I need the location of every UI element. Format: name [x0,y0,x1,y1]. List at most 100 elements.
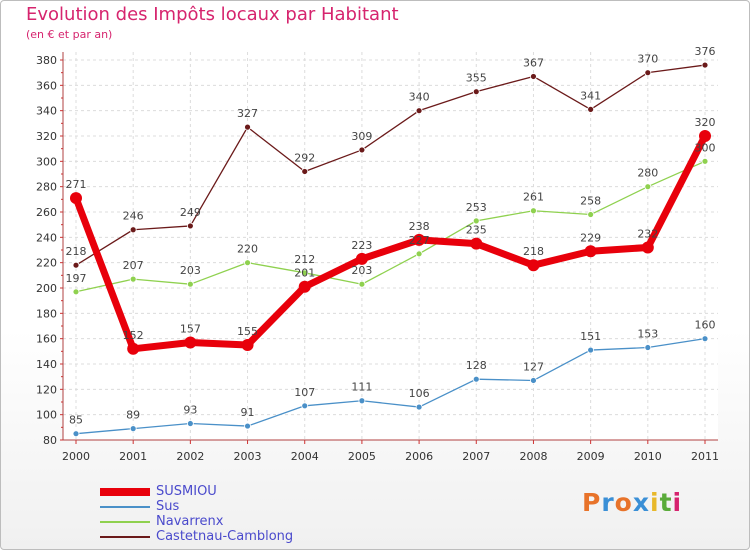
point-susmiou-2000 [70,192,82,205]
data-label-castetnau-camblong-2004: 292 [294,151,315,164]
point-sus-2001 [129,425,137,433]
data-label-sus-2004: 107 [294,386,315,399]
x-tick-label-2000: 2000 [62,450,90,463]
point-navarrenx-2007 [472,217,480,225]
data-label-susmiou-2003: 155 [237,325,258,338]
data-label-susmiou-2001: 152 [123,329,144,342]
series-line-sus [75,338,706,435]
point-susmiou-2001 [127,342,140,355]
chart-subtitle: (en € et par an) [26,28,113,41]
point-susmiou-2008 [527,259,540,272]
data-label-navarrenx-2005: 203 [351,264,372,277]
y-tick-label-80: 80 [43,434,57,447]
y-tick-label-340: 340 [36,105,57,118]
point-susmiou-2006 [413,233,426,246]
data-label-navarrenx-2007: 253 [466,201,487,214]
x-tick-label-2011: 2011 [691,450,719,463]
point-castetnau-camblong-2005 [358,146,366,154]
y-tick-label-180: 180 [36,307,57,320]
data-label-susmiou-2005: 223 [351,239,372,252]
point-sus-2011 [701,335,709,343]
legend: SUSMIOU Sus Navarrenx Castetnau-Camblong [100,484,293,544]
data-label-susmiou-2011: 320 [695,116,716,129]
data-label-navarrenx-2008: 261 [523,191,544,204]
point-navarrenx-2003 [244,259,251,267]
x-tick-label-2007: 2007 [462,450,490,463]
data-label-sus-2007: 128 [466,359,487,372]
legend-item-navarrenx: Navarrenx [100,514,293,529]
legend-label-navarrenx: Navarrenx [156,514,224,529]
data-label-castetnau-camblong-2009: 341 [580,89,601,102]
y-tick-label-300: 300 [36,155,57,168]
point-susmiou-2002 [184,336,197,349]
legend-swatch-susmiou [100,487,150,496]
data-label-castetnau-camblong-2001: 246 [123,210,144,223]
point-susmiou-2005 [355,252,368,265]
data-label-navarrenx-2004: 212 [294,253,315,266]
proxiti-logo: Proxiti [582,488,683,517]
data-label-castetnau-camblong-2007: 355 [466,72,487,85]
legend-item-castetnau-camblong: Castetnau-Camblong [100,529,293,544]
point-navarrenx-2002 [186,280,194,288]
y-tick-label-380: 380 [36,54,57,67]
data-label-navarrenx-2011: 300 [695,141,716,154]
y-tick-label-220: 220 [36,257,57,270]
data-label-susmiou-2006: 238 [409,220,430,233]
data-label-sus-2011: 160 [695,319,716,332]
data-label-castetnau-camblong-2008: 367 [523,56,544,69]
y-tick-label-100: 100 [36,409,57,422]
x-tick-label-2001: 2001 [119,450,147,463]
series-line-castetnau-camblong [75,64,706,266]
x-tick-label-2002: 2002 [176,450,204,463]
point-susmiou-2007 [470,237,483,250]
data-label-susmiou-2000: 271 [66,178,87,191]
point-castetnau-camblong-2002 [186,222,194,230]
point-sus-2010 [644,344,652,351]
point-susmiou-2004 [298,280,311,293]
point-susmiou-2009 [584,245,597,258]
point-navarrenx-2006 [415,250,423,258]
data-label-susmiou-2008: 218 [523,245,544,258]
point-navarrenx-2005 [358,280,366,288]
point-sus-2009 [587,346,595,354]
data-label-sus-2002: 93 [183,404,197,417]
legend-label-sus: Sus [156,499,180,514]
y-tick-label-280: 280 [36,181,57,194]
point-castetnau-camblong-2000 [72,261,80,269]
y-tick-label-360: 360 [36,79,57,92]
point-sus-2004 [301,402,309,410]
y-tick-label-240: 240 [36,231,57,244]
data-label-castetnau-camblong-2005: 309 [351,130,372,143]
x-tick-label-2003: 2003 [234,450,262,463]
data-label-sus-2001: 89 [126,409,140,422]
point-sus-2006 [415,403,423,411]
point-sus-2008 [530,377,537,384]
data-label-navarrenx-2003: 220 [237,243,258,256]
data-label-sus-2005: 111 [351,381,372,394]
data-label-navarrenx-2002: 203 [180,264,201,277]
point-navarrenx-2011 [701,157,709,165]
point-sus-2005 [358,397,366,405]
point-sus-2002 [186,420,194,427]
series-line-navarrenx [75,160,706,293]
y-tick-label-160: 160 [36,333,57,346]
point-sus-2007 [472,375,480,383]
y-tick-label-140: 140 [36,358,57,371]
data-label-sus-2010: 153 [637,328,658,341]
point-castetnau-camblong-2011 [701,61,709,69]
data-label-navarrenx-2006: 227 [409,234,430,247]
legend-item-susmiou: SUSMIOU [100,484,293,499]
data-label-navarrenx-2009: 258 [580,195,601,208]
point-navarrenx-2004 [301,269,309,277]
data-label-susmiou-2010: 232 [637,227,658,240]
series-line-susmiou [72,132,709,353]
point-castetnau-camblong-2004 [301,168,309,175]
y-tick-label-260: 260 [36,206,57,219]
point-navarrenx-2000 [72,288,80,296]
data-label-navarrenx-2001: 207 [123,259,144,272]
point-sus-2003 [244,422,251,430]
legend-swatch-sus [100,505,150,508]
data-label-susmiou-2002: 157 [180,322,201,335]
legend-swatch-navarrenx [100,520,150,523]
